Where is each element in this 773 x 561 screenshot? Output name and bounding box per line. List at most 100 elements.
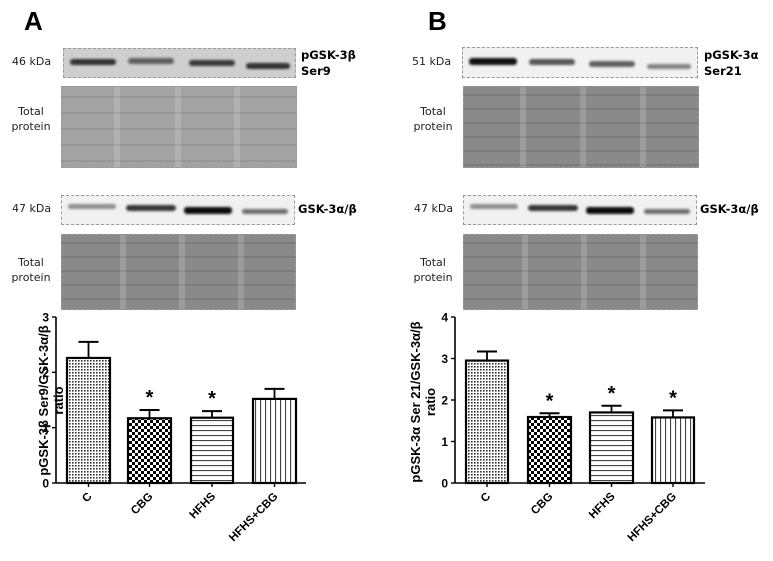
x-category-label: CBG — [129, 491, 156, 518]
y-tick-label: 4 — [441, 311, 448, 325]
blot-band — [529, 59, 575, 65]
significance-asterisk: * — [146, 387, 154, 409]
blot-target-label: pGSK-3α Ser21 — [704, 47, 759, 79]
x-category-label: C — [479, 491, 493, 505]
western-blot-pgsk3a — [462, 47, 698, 78]
blot-band — [68, 204, 116, 209]
lane-separator — [581, 235, 587, 309]
y-tick-label: 2 — [441, 394, 448, 408]
blot-target-label: GSK-3α/β — [298, 202, 357, 216]
panel-letter-b: B — [428, 6, 447, 36]
bar-cbg — [526, 415, 573, 485]
blot-band — [644, 209, 690, 214]
lane-separator — [120, 235, 126, 309]
chart-b-plot: 0 1 2 3 4 C CBG * HFHS * HFHS+CBG * — [441, 311, 705, 544]
blot-band — [647, 64, 691, 69]
y-tick-label: 2 — [42, 366, 49, 380]
bar-hfhs-cbg — [650, 416, 696, 485]
blot-band — [242, 209, 288, 214]
total-line1: Total — [18, 105, 44, 118]
lane-separator — [522, 235, 528, 309]
total-line1: Total — [18, 256, 44, 269]
western-blot-gsk3ab — [61, 195, 295, 225]
total-line2: protein — [11, 271, 51, 284]
blot-target-label: pGSK-3β Ser9 — [301, 47, 356, 79]
blot-target-label: GSK-3α/β — [700, 202, 759, 216]
total-protein-label: Total protein — [8, 104, 54, 134]
total-protein-label: Total protein — [410, 255, 456, 285]
blot-target-site: Ser9 — [301, 64, 331, 78]
total-line1: Total — [420, 256, 446, 269]
total-line2: protein — [413, 271, 453, 284]
bar-c — [464, 359, 510, 485]
blot-band — [184, 207, 232, 214]
y-axis-title-line1: pGSK-3α Ser 21/GSK-3α/β — [408, 321, 423, 483]
blot-band — [126, 205, 176, 211]
blot-band — [528, 205, 578, 211]
y-axis-title-b: pGSK-3α Ser 21/GSK-3α/β ratio — [408, 312, 438, 492]
y-axis-title-line2: ratio — [51, 386, 66, 415]
bar-c — [65, 356, 112, 485]
chart-a-plot: 0 1 2 3 C CBG * HFHS * HFHS+CBG — [42, 311, 306, 544]
total-protein-label: Total protein — [8, 255, 54, 285]
blot-target-name: pGSK-3α — [704, 48, 759, 62]
x-category-label: C — [80, 491, 94, 505]
bar-chart-b: 0 1 2 3 4 C CBG * HFHS * HFHS+CBG * — [441, 311, 705, 544]
blot-band — [128, 58, 174, 64]
significance-asterisk: * — [669, 387, 677, 409]
y-tick-label: 1 — [42, 421, 49, 435]
y-tick-label: 3 — [42, 311, 49, 325]
bar-hfhs-cbg — [251, 397, 298, 485]
kda-label: 47 kDa — [414, 202, 454, 215]
bar-cbg — [126, 417, 173, 485]
lane-separator — [580, 87, 586, 167]
bar-chart-a: 0 1 2 3 C CBG * HFHS * HFHS+CBG — [42, 311, 306, 544]
bar-hfhs — [588, 411, 635, 485]
total-protein-blot — [61, 234, 296, 310]
y-axis-title-line1: pGSK-3β Ser9/GSK-3α/β — [36, 325, 51, 476]
x-category-label: HFHS+CBG — [626, 491, 679, 544]
significance-asterisk: * — [608, 383, 616, 405]
panel-letter-a: A — [24, 6, 43, 36]
blot-target-name: pGSK-3β — [301, 48, 356, 62]
lane-separator — [234, 87, 240, 167]
significance-asterisk: * — [208, 388, 216, 410]
y-tick-label: 0 — [441, 477, 448, 491]
x-category-label: CBG — [529, 491, 556, 518]
total-line2: protein — [413, 120, 453, 133]
x-category-label: HFHS — [587, 490, 618, 521]
total-protein-blot — [61, 86, 297, 168]
western-blot-pgsk3b — [63, 48, 296, 78]
y-axis-title-a: pGSK-3β Ser9/GSK-3α/β ratio — [36, 313, 66, 488]
lane-separator — [520, 87, 526, 167]
total-protein-blot — [463, 86, 699, 168]
blot-target-site: Ser21 — [704, 64, 742, 78]
total-protein-blot — [463, 234, 698, 310]
lane-separator — [179, 235, 185, 309]
western-blot-gsk3ab — [463, 195, 697, 225]
blot-band — [189, 60, 235, 66]
blot-band — [469, 58, 517, 65]
y-tick-label: 1 — [441, 435, 448, 449]
blot-band — [246, 63, 290, 69]
x-category-label: HFHS+CBG — [227, 491, 280, 544]
lane-separator — [238, 235, 244, 309]
y-tick-label: 0 — [42, 477, 49, 491]
lane-separator — [640, 235, 646, 309]
x-category-label: HFHS — [187, 490, 218, 521]
blot-band — [589, 61, 635, 67]
y-tick-label: 3 — [441, 352, 448, 366]
y-axis-title-line2: ratio — [423, 387, 438, 417]
lane-separator — [175, 87, 181, 167]
blot-band — [586, 207, 634, 214]
total-line2: protein — [11, 120, 51, 133]
total-protein-label: Total protein — [410, 104, 456, 134]
lane-separator — [114, 87, 120, 167]
kda-label: 51 kDa — [412, 55, 452, 68]
total-line1: Total — [420, 105, 446, 118]
bar-hfhs — [189, 416, 235, 485]
blot-band — [70, 59, 116, 65]
lane-separator — [640, 87, 646, 167]
significance-asterisk: * — [546, 390, 554, 412]
kda-label: 47 kDa — [12, 202, 52, 215]
